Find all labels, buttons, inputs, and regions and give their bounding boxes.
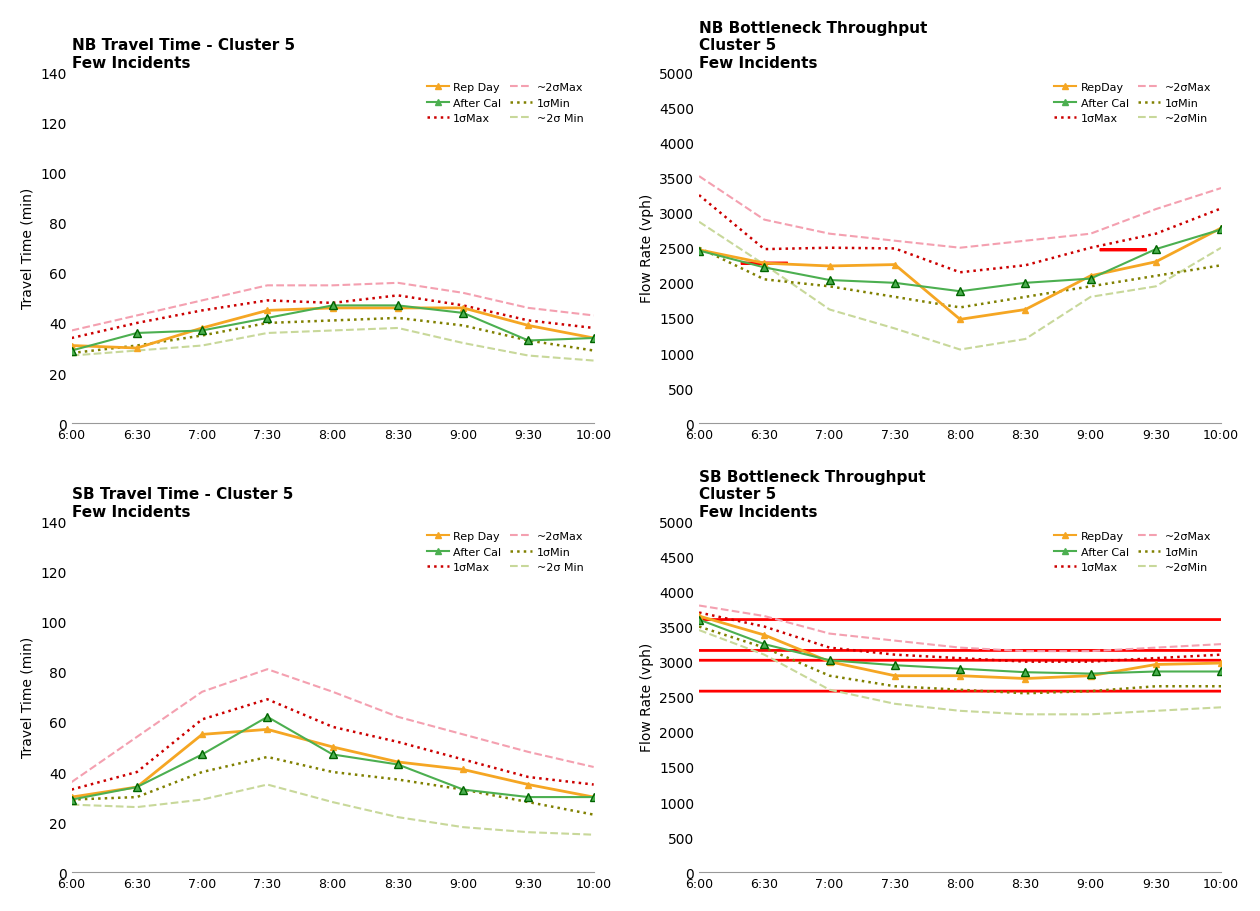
Text: NB Travel Time - Cluster 5
Few Incidents: NB Travel Time - Cluster 5 Few Incidents [72, 38, 295, 70]
Text: NB Bottleneck Throughput
Cluster 5
Few Incidents: NB Bottleneck Throughput Cluster 5 Few I… [699, 21, 927, 70]
Legend: RepDay, After Cal, 1σMax, ~2σMax, 1σMin, ~2σMin: RepDay, After Cal, 1σMax, ~2σMax, 1σMin,… [1050, 527, 1216, 578]
Y-axis label: Travel Time (min): Travel Time (min) [21, 188, 35, 309]
Y-axis label: Travel Time (min): Travel Time (min) [21, 637, 35, 758]
Y-axis label: Flow Rate (vph): Flow Rate (vph) [640, 642, 654, 752]
Legend: Rep Day, After Cal, 1σMax, ~2σMax, 1σMin, ~2σ Min: Rep Day, After Cal, 1σMax, ~2σMax, 1σMin… [422, 78, 588, 128]
Y-axis label: Flow Rate (vph): Flow Rate (vph) [640, 194, 654, 303]
Legend: Rep Day, After Cal, 1σMax, ~2σMax, 1σMin, ~2σ Min: Rep Day, After Cal, 1σMax, ~2σMax, 1σMin… [422, 527, 588, 578]
Text: SB Travel Time - Cluster 5
Few Incidents: SB Travel Time - Cluster 5 Few Incidents [72, 486, 294, 519]
Legend: RepDay, After Cal, 1σMax, ~2σMax, 1σMin, ~2σMin: RepDay, After Cal, 1σMax, ~2σMax, 1σMin,… [1050, 78, 1216, 128]
Text: SB Bottleneck Throughput
Cluster 5
Few Incidents: SB Bottleneck Throughput Cluster 5 Few I… [699, 469, 926, 519]
